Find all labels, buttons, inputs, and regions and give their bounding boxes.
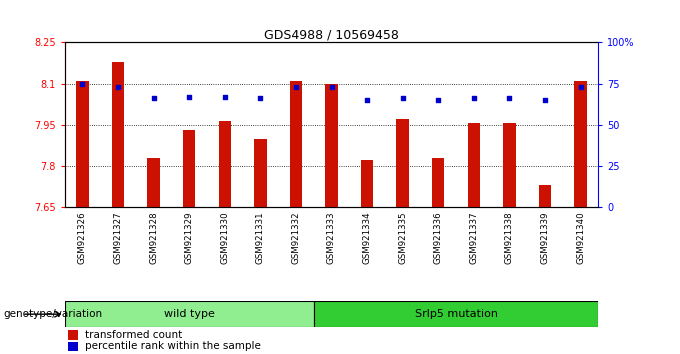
Text: GSM921332: GSM921332 (292, 212, 301, 264)
Bar (65, 301, 313, 327)
Point (326, 84, 337, 90)
Bar (503, 124, 515, 207)
Text: GSM921336: GSM921336 (434, 212, 443, 264)
Text: GSM921326: GSM921326 (78, 212, 87, 264)
Bar (76, 81, 88, 207)
Point (469, 96, 479, 101)
Text: GSM921335: GSM921335 (398, 212, 407, 264)
Text: Srlp5 mutation: Srlp5 mutation (415, 309, 498, 319)
Bar (575, 81, 587, 207)
Text: GSM921331: GSM921331 (256, 212, 265, 264)
Point (397, 96, 408, 101)
Text: GSM921340: GSM921340 (576, 212, 585, 264)
Text: GSM921329: GSM921329 (185, 212, 194, 264)
Point (362, 97, 373, 103)
Bar (148, 158, 160, 207)
Point (184, 94, 194, 99)
Bar (325, 84, 338, 207)
Bar (396, 119, 409, 207)
Text: GSM921327: GSM921327 (114, 212, 122, 264)
Bar (183, 130, 195, 207)
Bar (313, 301, 598, 327)
Bar (68, 330, 78, 339)
Bar (468, 124, 480, 207)
Bar (432, 158, 445, 207)
Bar (539, 185, 551, 207)
Point (255, 96, 266, 101)
Text: GSM921328: GSM921328 (149, 212, 158, 264)
Point (575, 84, 586, 90)
Bar (68, 342, 78, 351)
Point (504, 96, 515, 101)
Text: GSM921337: GSM921337 (469, 212, 478, 264)
Text: transformed count: transformed count (85, 330, 182, 340)
Bar (112, 62, 124, 207)
Text: GSM921334: GSM921334 (362, 212, 371, 264)
Point (540, 97, 551, 103)
Point (112, 84, 124, 90)
Bar (290, 81, 302, 207)
Text: wild type: wild type (164, 309, 215, 319)
Point (77, 81, 88, 86)
Text: GSM921339: GSM921339 (541, 212, 549, 264)
Title: GDS4988 / 10569458: GDS4988 / 10569458 (264, 28, 399, 41)
Point (148, 96, 159, 101)
Point (290, 84, 301, 90)
Text: GSM921338: GSM921338 (505, 212, 514, 264)
Point (432, 97, 443, 103)
Text: GSM921330: GSM921330 (220, 212, 229, 264)
Bar (218, 121, 231, 207)
Bar (254, 138, 267, 207)
Text: GSM921333: GSM921333 (327, 212, 336, 264)
Point (219, 94, 230, 99)
Text: percentile rank within the sample: percentile rank within the sample (85, 342, 261, 352)
Bar (361, 160, 373, 207)
Text: genotype/variation: genotype/variation (3, 309, 103, 319)
